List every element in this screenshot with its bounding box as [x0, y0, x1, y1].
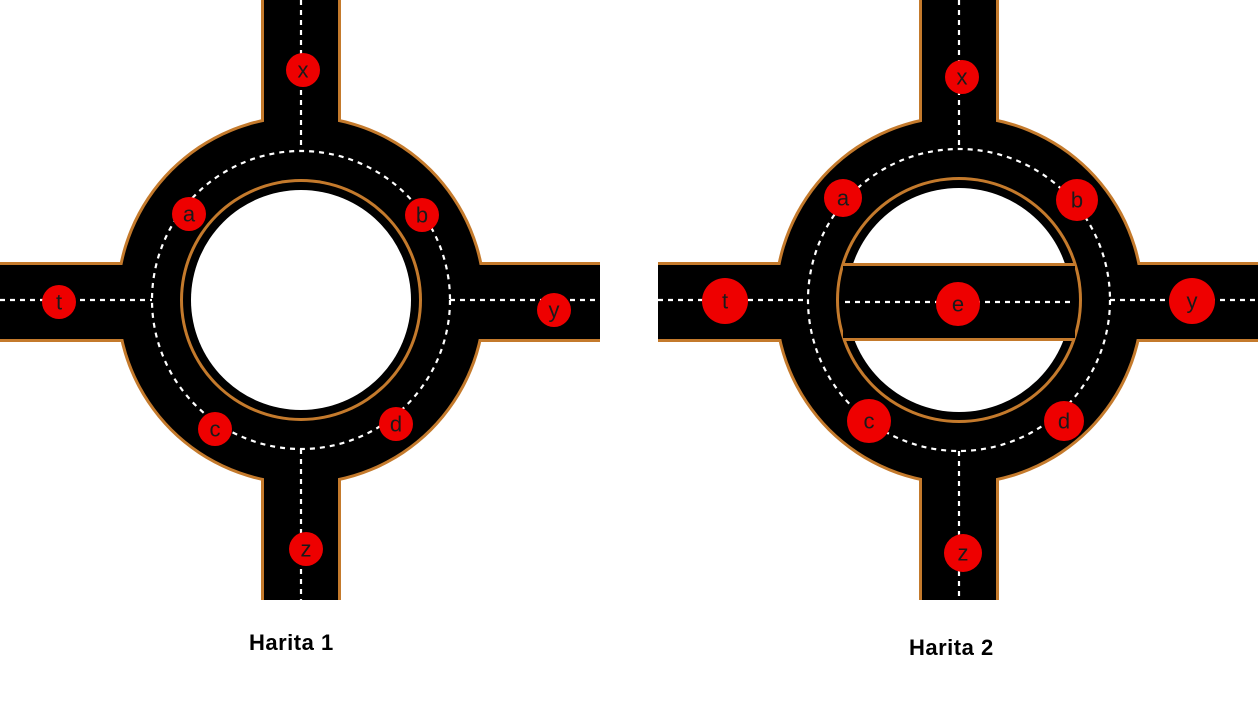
- node-label: z: [301, 537, 312, 562]
- node-label: y: [549, 298, 560, 323]
- map-2-caption: Harita 2: [909, 635, 994, 660]
- map-2-node-t: t: [702, 278, 748, 324]
- map-2-node-a: a: [824, 179, 862, 217]
- map-2: x a b t e y c d z: [658, 0, 1258, 600]
- map-1-node-c: c: [198, 412, 232, 446]
- map-2-node-b: b: [1056, 179, 1098, 221]
- map-1-node-x: x: [286, 53, 320, 87]
- node-label: b: [416, 203, 428, 228]
- map-1: x a b t y c d z: [0, 0, 600, 600]
- node-label: d: [390, 412, 402, 437]
- map-1-node-b: b: [405, 198, 439, 232]
- map-2-node-y: y: [1169, 278, 1215, 324]
- node-label: c: [864, 409, 875, 434]
- map-2-node-e: e: [936, 282, 980, 326]
- node-label: t: [722, 289, 728, 314]
- map-2-node-x: x: [945, 60, 979, 94]
- node-label: t: [56, 290, 62, 315]
- map-1-node-d: d: [379, 407, 413, 441]
- map-1-node-a: a: [172, 197, 206, 231]
- node-label: x: [957, 65, 968, 90]
- node-label: b: [1071, 188, 1083, 213]
- map-1-caption: Harita 1: [249, 630, 334, 655]
- map-2-node-c: c: [847, 399, 891, 443]
- node-label: c: [210, 417, 221, 442]
- node-label: a: [183, 202, 196, 227]
- map-1-node-z: z: [289, 532, 323, 566]
- node-label: z: [958, 541, 969, 566]
- map-1-roads: [0, 0, 600, 600]
- map-1-nodes: x a b t y c d z: [42, 53, 571, 566]
- node-label: a: [837, 186, 850, 211]
- map-1-node-y: y: [537, 293, 571, 327]
- map-2-node-z: z: [944, 534, 982, 572]
- map-2-nodes: x a b t e y c d z: [702, 60, 1215, 572]
- node-label: x: [298, 58, 309, 83]
- node-label: e: [952, 292, 964, 317]
- map-1-node-t: t: [42, 285, 76, 319]
- map-2-node-d: d: [1044, 401, 1084, 441]
- node-label: y: [1187, 289, 1198, 314]
- node-label: d: [1058, 409, 1070, 434]
